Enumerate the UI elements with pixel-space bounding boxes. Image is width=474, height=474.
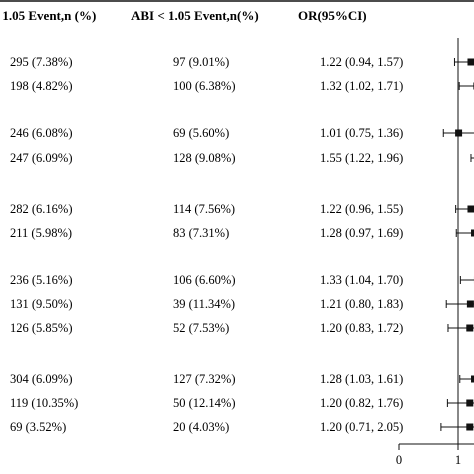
or-point <box>466 300 474 308</box>
cell-normal-abi: 304 (6.09%) <box>10 372 73 386</box>
cell-low-abi: 128 (9.08%) <box>173 151 236 165</box>
header-low-abi: ABI < 1.05 Event,n(%) <box>131 8 259 23</box>
cell-low-abi: 20 (4.03%) <box>173 420 229 434</box>
column-headers: ≥ 1.05 Event,n (%) ABI < 1.05 Event,n(%)… <box>0 8 367 23</box>
x-tick-label: 1 <box>455 453 461 467</box>
cell-or-ci: 1.20 (0.71, 2.05) <box>320 420 403 434</box>
cell-or-ci: 1.21 (0.80, 1.83) <box>320 297 403 311</box>
cell-normal-abi: 295 (7.38%) <box>10 55 73 69</box>
cell-normal-abi: 119 (10.35%) <box>10 396 78 410</box>
cell-low-abi: 114 (7.56%) <box>173 202 235 216</box>
cell-or-ci: 1.22 (0.96, 1.55) <box>320 202 403 216</box>
cell-normal-abi: 198 (4.82%) <box>10 79 73 93</box>
or-point <box>455 129 463 137</box>
cell-or-ci: 1.01 (0.75, 1.36) <box>320 126 403 140</box>
cell-low-abi: 69 (5.60%) <box>173 126 229 140</box>
cell-normal-abi: 131 (9.50%) <box>10 297 73 311</box>
cell-normal-abi: 246 (6.08%) <box>10 126 73 140</box>
cell-or-ci: 1.28 (0.97, 1.69) <box>320 226 403 240</box>
cell-normal-abi: 211 (5.98%) <box>10 226 72 240</box>
cell-or-ci: 1.20 (0.83, 1.72) <box>320 321 403 335</box>
cell-normal-abi: 282 (6.16%) <box>10 202 73 216</box>
header-normal-abi: ≥ 1.05 Event,n (%) <box>0 8 96 23</box>
or-point <box>471 229 474 237</box>
cell-normal-abi: 126 (5.85%) <box>10 321 73 335</box>
cell-normal-abi: 236 (5.16%) <box>10 273 73 287</box>
cell-or-ci: 1.22 (0.94, 1.57) <box>320 55 403 69</box>
or-point <box>466 423 474 431</box>
or-point <box>471 375 474 383</box>
cell-low-abi: 106 (6.60%) <box>173 273 236 287</box>
or-point <box>467 58 474 66</box>
cell-low-abi: 52 (7.53%) <box>173 321 229 335</box>
or-point <box>466 324 474 332</box>
cell-low-abi: 97 (9.01%) <box>173 55 229 69</box>
or-point <box>467 205 474 213</box>
cell-low-abi: 50 (12.14%) <box>173 396 236 410</box>
cell-or-ci: 1.55 (1.22, 1.96) <box>320 151 403 165</box>
table-cells: 295 (7.38%) 97 (9.01%) 1.22 (0.94, 1.57) 19… <box>10 55 403 434</box>
cell-normal-abi: 247 (6.09%) <box>10 151 73 165</box>
cell-low-abi: 100 (6.38%) <box>173 79 236 93</box>
x-tick-label: 0 <box>396 453 402 467</box>
cell-normal-abi: 69 (3.52%) <box>10 420 66 434</box>
cell-or-ci: 1.28 (1.03, 1.61) <box>320 372 403 386</box>
or-point <box>466 399 474 407</box>
cell-or-ci: 1.32 (1.02, 1.71) <box>320 79 403 93</box>
cell-low-abi: 127 (7.32%) <box>173 372 236 386</box>
header-or-ci: OR(95%CI) <box>298 8 367 23</box>
cell-low-abi: 83 (7.31%) <box>173 226 229 240</box>
cell-or-ci: 1.20 (0.82, 1.76) <box>320 396 403 410</box>
cell-low-abi: 39 (11.34%) <box>173 297 235 311</box>
cell-or-ci: 1.33 (1.04, 1.70) <box>320 273 403 287</box>
